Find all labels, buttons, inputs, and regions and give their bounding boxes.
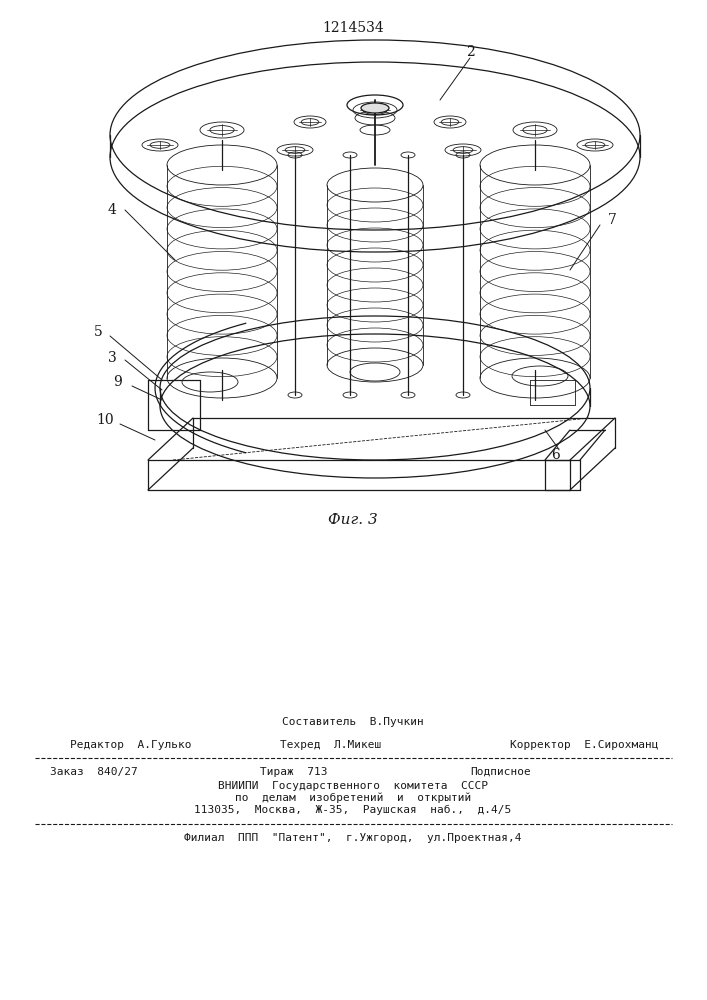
Text: Редактор  А.Гулько: Редактор А.Гулько: [70, 740, 192, 750]
Text: ВНИИПИ  Государственного  комитета  СССР: ВНИИПИ Государственного комитета СССР: [218, 781, 488, 791]
Text: Заказ  840/27: Заказ 840/27: [50, 767, 138, 777]
Text: 4: 4: [107, 203, 117, 217]
Text: по  делам  изобретений  и  открытий: по делам изобретений и открытий: [235, 793, 471, 803]
Text: Корректор  Е.Сирохманц: Корректор Е.Сирохманц: [510, 740, 658, 750]
Text: 6: 6: [551, 448, 559, 462]
Text: Подписное: Подписное: [470, 767, 531, 777]
Ellipse shape: [361, 103, 389, 113]
Text: 9: 9: [114, 375, 122, 389]
Text: 7: 7: [607, 213, 617, 227]
Text: 3: 3: [107, 351, 117, 365]
Text: Составитель  В.Пучкин: Составитель В.Пучкин: [282, 717, 424, 727]
Text: 2: 2: [466, 45, 474, 59]
Text: Фиг. 3: Фиг. 3: [328, 513, 378, 527]
Text: 5: 5: [93, 325, 103, 339]
Text: Техред  Л.Микеш: Техред Л.Микеш: [280, 740, 381, 750]
Text: 1214534: 1214534: [322, 21, 384, 35]
Text: Филиал  ППП  "Патент",  г.Ужгород,  ул.Проектная,4: Филиал ППП "Патент", г.Ужгород, ул.Проек…: [185, 833, 522, 843]
Text: 10: 10: [96, 413, 114, 427]
Text: 113035,  Москва,  Ж-35,  Раушская  наб.,  д.4/5: 113035, Москва, Ж-35, Раушская наб., д.4…: [194, 805, 512, 815]
Text: Тираж  713: Тираж 713: [260, 767, 327, 777]
